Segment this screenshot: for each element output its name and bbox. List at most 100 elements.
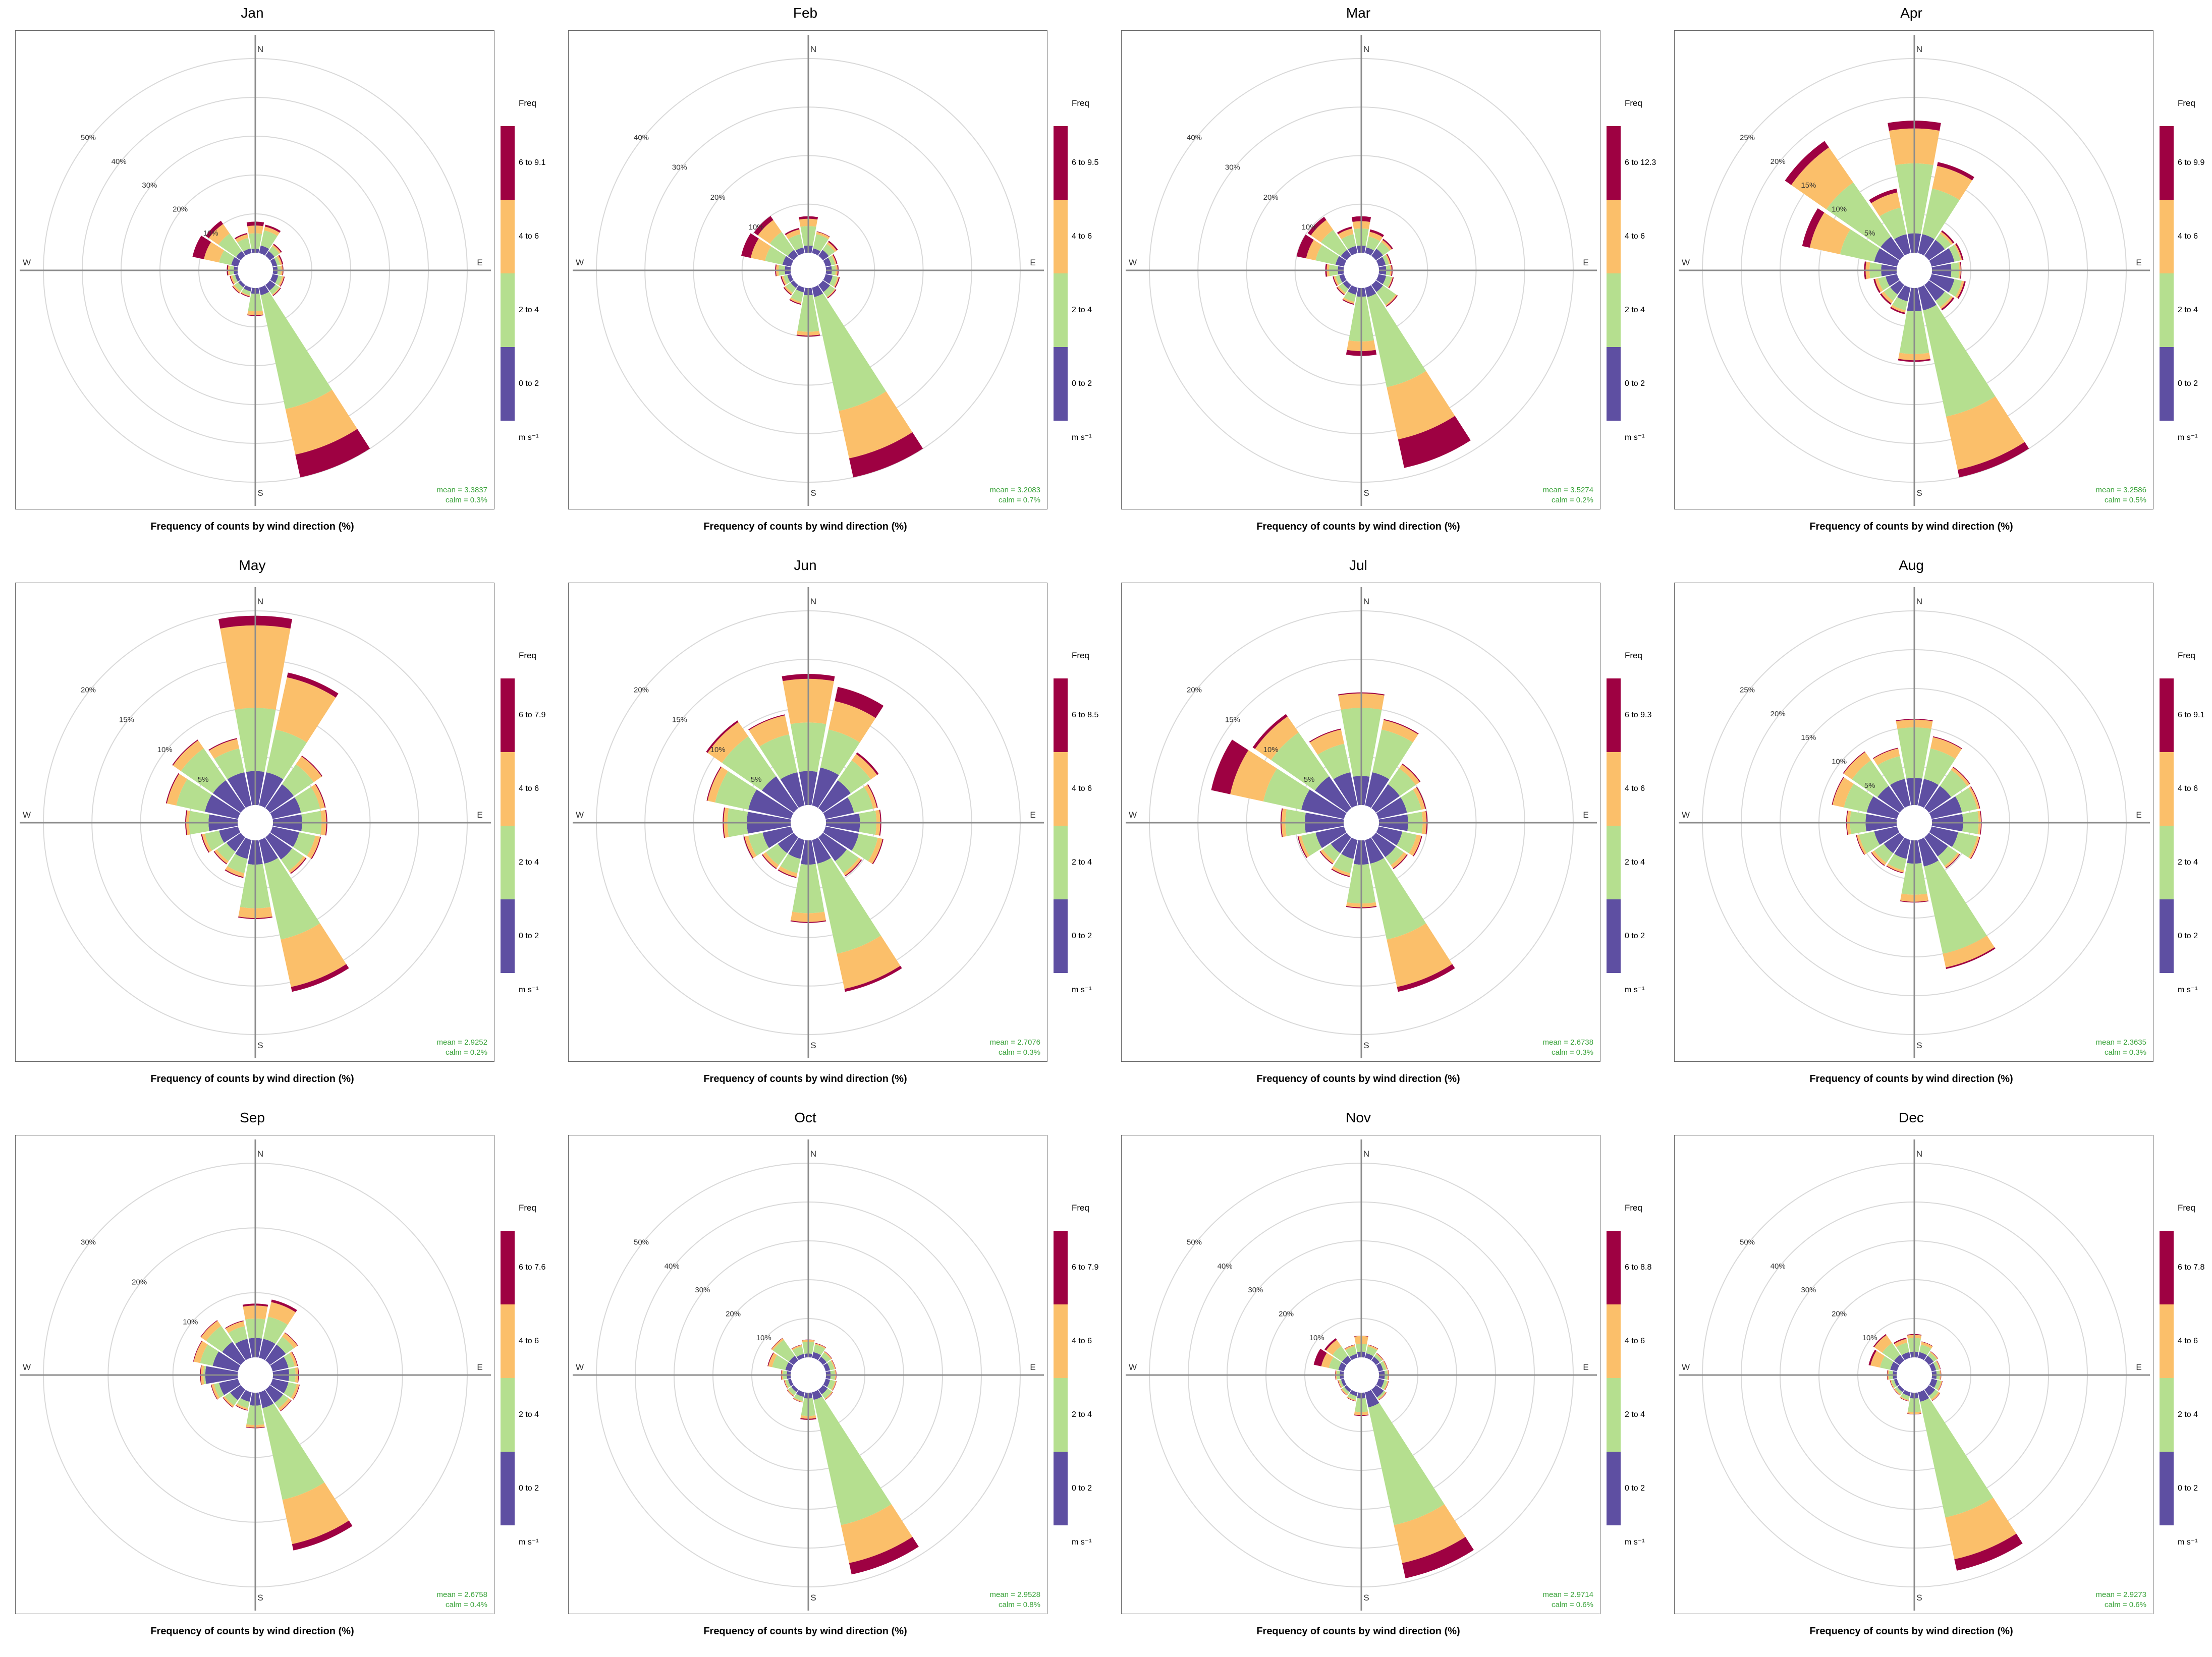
rose-segment — [1349, 1354, 1358, 1360]
rose-segment — [1326, 1340, 1342, 1355]
rose-segment — [1979, 811, 1982, 835]
rose-segment — [165, 773, 180, 804]
rose-segment — [227, 772, 252, 808]
rose-segment — [1376, 1379, 1385, 1388]
rose-segment — [1887, 864, 1904, 873]
rose-segment — [1877, 756, 1905, 785]
rose-segment — [1385, 294, 1397, 306]
rose-segment — [816, 232, 830, 240]
rose-segment — [225, 1392, 238, 1406]
rose-segment — [225, 1321, 245, 1333]
rose-segment — [1791, 147, 1854, 210]
rose-segment — [265, 280, 276, 291]
legend-swatch — [1054, 200, 1068, 273]
rose-segment — [1280, 808, 1283, 837]
rose-segment — [796, 1390, 805, 1397]
rose-segment — [1871, 850, 1887, 866]
rose-segment — [225, 1320, 244, 1329]
compass-label-w: W — [1129, 1362, 1137, 1372]
rose-segment — [765, 843, 788, 866]
legend-label: 0 to 2 — [1625, 1484, 1645, 1493]
rose-segment — [1879, 207, 1907, 240]
rose-segment — [311, 836, 321, 859]
legend-units: m s⁻¹ — [519, 986, 539, 994]
rose-segment — [1937, 1360, 1941, 1369]
rose-segment — [1920, 1398, 1994, 1518]
rose-segment — [744, 835, 757, 858]
legend-swatch — [2160, 200, 2174, 273]
ring-label: 15% — [1801, 181, 1816, 190]
ring-label: 20% — [1832, 1310, 1847, 1319]
rose-segment — [1367, 293, 1426, 387]
rose-segment — [1307, 216, 1326, 236]
rose-segment — [231, 257, 241, 267]
legend-label: 6 to 7.9 — [519, 711, 546, 719]
rose-segment — [1365, 772, 1390, 808]
calm-circle — [1897, 253, 1932, 288]
rose-segment — [1940, 296, 1953, 309]
rose-segment — [817, 858, 881, 954]
rose-segment — [1341, 250, 1352, 261]
speed-legend: Freq 6 to 9.1 4 to 6 2 to 4 0 to 2 m s⁻¹ — [2160, 651, 2210, 1004]
rose-segment — [1337, 226, 1352, 235]
compass-label-n: N — [257, 597, 263, 606]
rose-segment — [202, 833, 212, 852]
rose-segment — [1843, 751, 1865, 774]
rose-segment — [818, 280, 830, 292]
compass-label-e: E — [1030, 1362, 1035, 1372]
rose-segment — [1884, 832, 1905, 853]
rose-segment — [1344, 1344, 1355, 1349]
rose-segment — [795, 247, 805, 256]
legend-swatch — [1607, 200, 1621, 273]
rose-segment — [835, 849, 859, 873]
rose-segment — [1382, 1360, 1388, 1370]
compass-label-e: E — [2136, 1362, 2141, 1372]
legend-title: Freq — [519, 651, 536, 660]
rose-segment — [1870, 1350, 1885, 1368]
rose-segment — [1341, 837, 1358, 859]
rose-segment — [1940, 232, 1953, 245]
rose-segment — [815, 1343, 826, 1349]
ring-label: 10% — [1309, 1334, 1324, 1342]
rose-segment — [1940, 770, 1967, 797]
legend-label: 4 to 6 — [1625, 784, 1645, 793]
rose-segment — [827, 1380, 835, 1390]
rose-segment — [268, 1302, 296, 1325]
compass-label-n: N — [1363, 1149, 1369, 1159]
rose-segment — [1857, 834, 1867, 855]
legend-title: Freq — [519, 1203, 536, 1213]
rose-segment — [792, 1346, 804, 1357]
rose-segment — [1900, 1397, 1909, 1402]
rose-segment — [1874, 826, 1900, 845]
rose-segment — [1856, 835, 1865, 855]
rose-segment — [193, 1340, 202, 1362]
rose-segment — [864, 784, 877, 809]
rose-segment — [812, 1390, 822, 1400]
rose-segment — [1391, 852, 1407, 869]
rose-segment — [781, 276, 786, 286]
rose-segment — [1367, 1345, 1378, 1351]
rose-segment — [748, 832, 769, 856]
rose-segment — [1949, 279, 1962, 297]
rose-segment — [276, 255, 282, 265]
legend-label: 4 to 6 — [1072, 784, 1092, 793]
rose-segment — [1335, 256, 1347, 267]
ring-label: 20% — [1771, 710, 1786, 718]
rose-segment — [1886, 274, 1900, 287]
rose-segment — [1832, 777, 1844, 805]
rose-segment — [270, 797, 301, 819]
legend-swatch — [1607, 1231, 1621, 1304]
rose-segment — [1954, 1533, 2023, 1571]
rose-segment — [297, 1367, 299, 1383]
panel-title: Aug — [1899, 557, 1924, 573]
rose-segment — [1785, 141, 1829, 185]
ring-label: 20% — [710, 193, 726, 202]
calm-stat: calm = 0.2% — [1552, 496, 1593, 504]
calm-stat: calm = 0.3% — [999, 1048, 1040, 1057]
rose-segment — [793, 1397, 803, 1402]
legend-label: 4 to 6 — [2178, 232, 2198, 241]
rose-segment — [1894, 837, 1911, 859]
